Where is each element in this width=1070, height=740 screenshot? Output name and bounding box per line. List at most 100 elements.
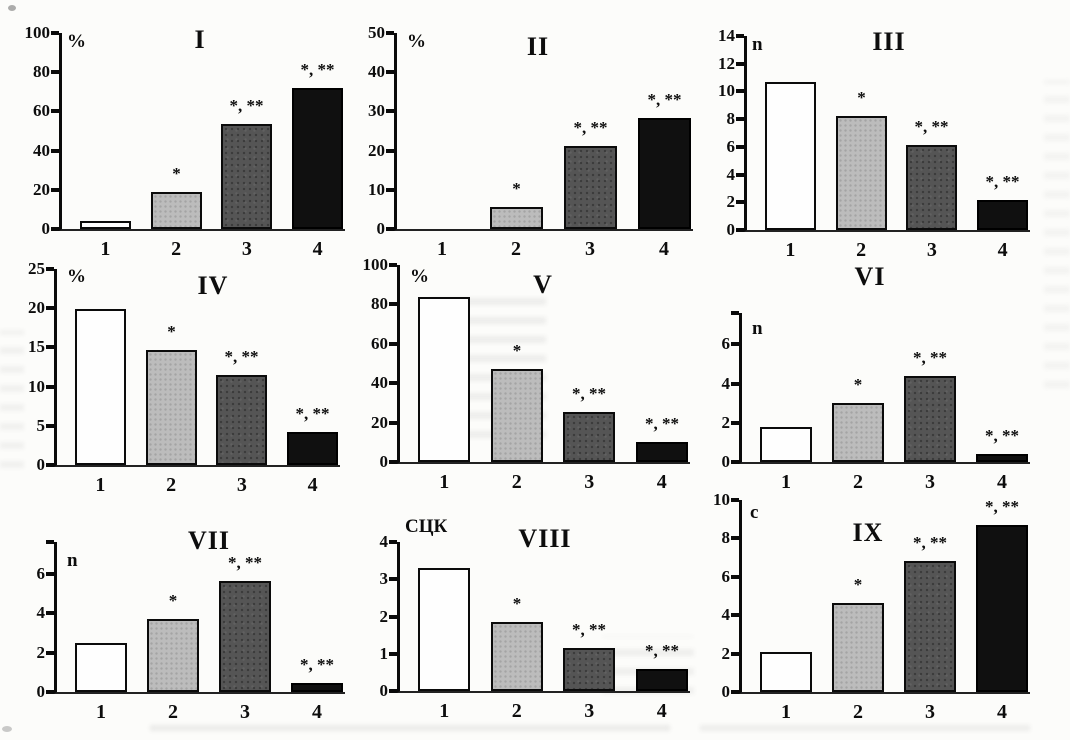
y-axis-tick-label: 8 <box>721 528 731 548</box>
y-axis-tick-label: 40 <box>368 62 385 82</box>
x-axis-label: 4 <box>997 701 1007 723</box>
chart-title: IV <box>197 271 229 300</box>
significance-annotation: *, ** <box>300 60 335 79</box>
y-axis-tick-mark <box>51 109 59 114</box>
bar <box>563 412 615 462</box>
x-axis-label: 1 <box>785 239 796 261</box>
bar <box>563 648 615 691</box>
bar <box>760 652 812 692</box>
y-axis-tick-mark <box>736 34 744 38</box>
y-axis-tick-label: 0 <box>721 452 731 471</box>
significance-annotation: * <box>853 575 863 594</box>
y-axis-tick-label: 0 <box>41 219 51 238</box>
significance-annotation: *, ** <box>913 533 947 552</box>
bar <box>564 146 617 229</box>
scan-speck <box>2 726 12 732</box>
bar <box>292 88 343 229</box>
x-axis-label: 4 <box>659 238 669 260</box>
x-axis-label: 1 <box>781 471 791 493</box>
significance-annotation: *, ** <box>300 655 334 674</box>
y-axis-tick-mark <box>731 498 739 502</box>
y-axis-tick-label: 25 <box>28 259 45 278</box>
bar <box>832 603 884 692</box>
scan-artifact <box>0 330 24 480</box>
y-axis-tick-label: 5 <box>36 415 46 435</box>
plot-area <box>397 542 690 693</box>
y-axis-tick-mark <box>46 267 54 271</box>
significance-annotation: * <box>512 179 521 198</box>
bar <box>418 568 470 691</box>
y-axis-tick-label: 6 <box>721 566 731 586</box>
y-axis-top-tick-mark <box>731 311 739 315</box>
y-axis-tick-mark <box>731 460 739 464</box>
scan-artifact <box>430 298 546 450</box>
x-axis-label: 2 <box>511 471 522 493</box>
x-axis-label: 2 <box>853 471 863 493</box>
y-axis-tick-label: 0 <box>721 682 731 701</box>
y-axis-tick-mark <box>46 423 54 428</box>
x-axis-label: 1 <box>96 701 106 723</box>
x-axis-label: 4 <box>312 701 322 723</box>
y-axis-tick-label: 3 <box>379 569 389 589</box>
significance-annotation: *, ** <box>573 118 608 137</box>
y-axis-tick-mark <box>736 200 744 205</box>
y-axis-tick-label: 50 <box>368 23 385 42</box>
significance-annotation: *, ** <box>985 497 1019 516</box>
y-axis-unit-label: n <box>752 34 763 55</box>
bar <box>418 297 470 462</box>
y-axis-tick-label: 6 <box>36 563 46 583</box>
bar <box>291 683 343 692</box>
y-axis-tick-mark <box>389 614 397 619</box>
x-axis-label: 3 <box>925 701 935 723</box>
chart-title: VII <box>187 526 230 555</box>
bar <box>491 622 543 691</box>
chart-title: VIII <box>518 524 572 553</box>
y-axis-tick-mark <box>389 263 397 267</box>
x-axis-label: 2 <box>853 701 863 723</box>
bar <box>977 200 1028 230</box>
y-axis-unit-label: с <box>750 502 759 523</box>
y-axis-tick-label: 100 <box>24 23 51 42</box>
y-axis-tick-mark <box>389 460 397 464</box>
scan-artifact <box>150 716 670 740</box>
y-axis-tick-label: 10 <box>368 179 385 199</box>
y-axis-tick-mark <box>389 689 397 693</box>
bar <box>151 192 202 229</box>
y-axis-tick-label: 4 <box>721 373 731 393</box>
y-axis-tick-label: 0 <box>376 219 386 238</box>
x-axis-label: 2 <box>511 238 521 260</box>
bar <box>904 561 956 692</box>
x-axis-label: 3 <box>240 701 250 723</box>
y-axis-tick-mark <box>46 306 54 311</box>
y-axis-unit-label: % <box>67 266 86 287</box>
scan-artifact <box>1044 80 1070 400</box>
x-axis-label: 2 <box>511 700 522 722</box>
bar <box>836 116 887 230</box>
bar <box>146 350 197 465</box>
y-axis-tick-mark <box>736 117 744 122</box>
chart-title: V <box>533 270 553 299</box>
y-axis-tick-label: 2 <box>721 643 731 663</box>
x-axis-label: 3 <box>584 471 595 493</box>
plot-area <box>739 500 1030 694</box>
y-axis-unit-label: % <box>410 266 429 287</box>
y-axis-tick-mark <box>731 536 739 541</box>
x-axis-label: 1 <box>100 238 111 260</box>
significance-annotation: * <box>512 341 522 360</box>
y-axis-tick-label: 20 <box>368 140 385 160</box>
y-axis-tick-label: 14 <box>718 26 735 45</box>
y-axis-tick-mark <box>386 148 394 153</box>
bar <box>636 669 688 691</box>
plot-area <box>739 313 1030 464</box>
significance-annotation: * <box>167 322 176 341</box>
y-axis-tick-label: 10 <box>28 376 45 396</box>
significance-annotation: *, ** <box>224 347 259 366</box>
y-axis-tick-label: 1 <box>379 643 389 663</box>
y-axis-tick-label: 20 <box>28 298 45 318</box>
significance-annotation: *, ** <box>572 384 606 403</box>
x-axis-label: 4 <box>997 239 1008 261</box>
